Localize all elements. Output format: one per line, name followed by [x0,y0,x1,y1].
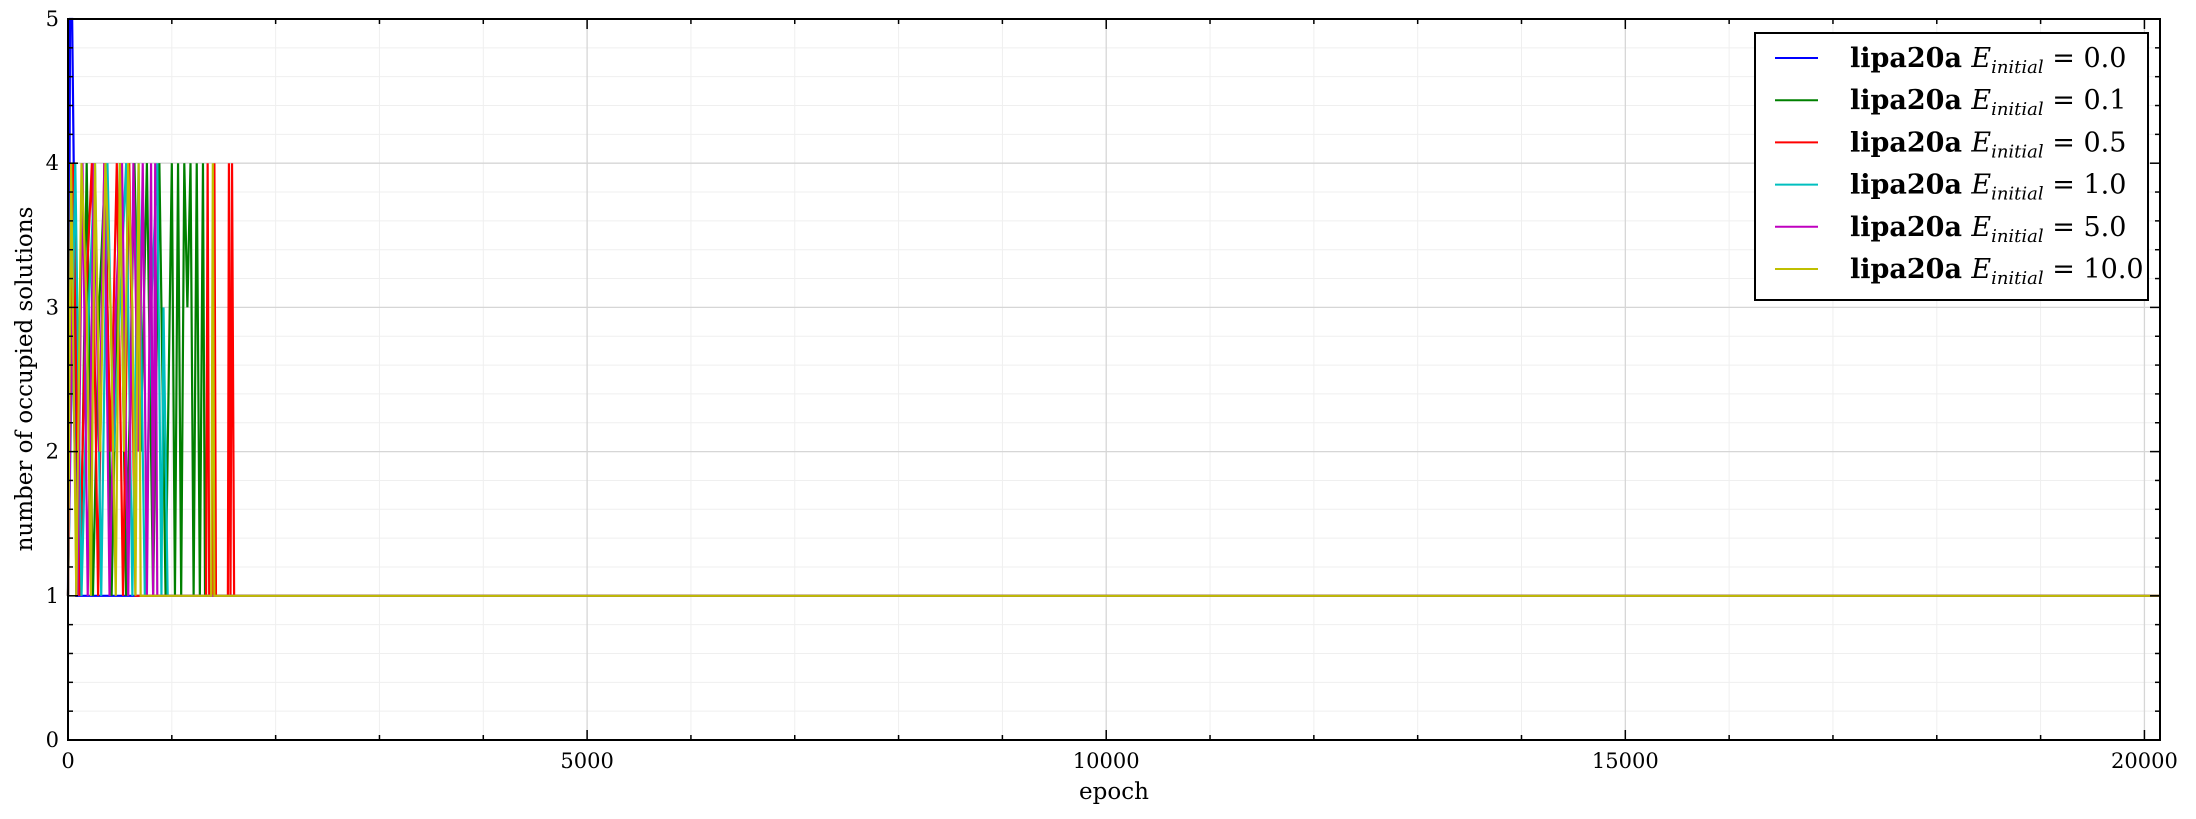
y-tick-label: 2 [46,440,59,464]
legend: lipa20a Einitial = 0.0 lipa20a Einitial =… [1754,32,2149,301]
legend-label-3: lipa20a Einitial = 1.0 [1850,170,2126,205]
x-tick-label: 20000 [2111,749,2178,773]
legend-label-1: lipa20a Einitial = 0.1 [1850,85,2126,120]
series-layer [66,17,2160,597]
x-tick-label: 0 [61,749,74,773]
y-tick-label: 1 [46,584,59,608]
y-tick-labels: 0 1 2 3 4 5 [46,7,59,752]
x-tick-label: 15000 [1592,749,1659,773]
x-tick-label: 10000 [1073,749,1140,773]
legend-box [1754,32,2149,301]
legend-label-0: lipa20a Einitial = 0.0 [1850,43,2126,78]
y-tick-label: 5 [46,7,59,31]
series-line-4 [66,163,2160,597]
x-tick-labels: 0 5000 10000 15000 20000 [61,749,2178,773]
plot-frame [67,18,2161,741]
y-tick-label: 0 [46,728,59,752]
series-line-5 [66,163,2160,597]
y-axis-title: number of occupied solutions [12,207,38,552]
x-tick-label: 5000 [560,749,613,773]
y-tick-label: 4 [46,151,59,175]
x-axis-title: epoch [1079,779,1149,805]
y-tick-label: 3 [46,295,59,319]
legend-label-4: lipa20a Einitial = 5.0 [1850,212,2126,247]
legend-label-5: lipa20a Einitial = 10.0 [1850,254,2144,289]
legend-label-2: lipa20a Einitial = 0.5 [1850,127,2126,162]
axis-ticks [67,18,2160,741]
